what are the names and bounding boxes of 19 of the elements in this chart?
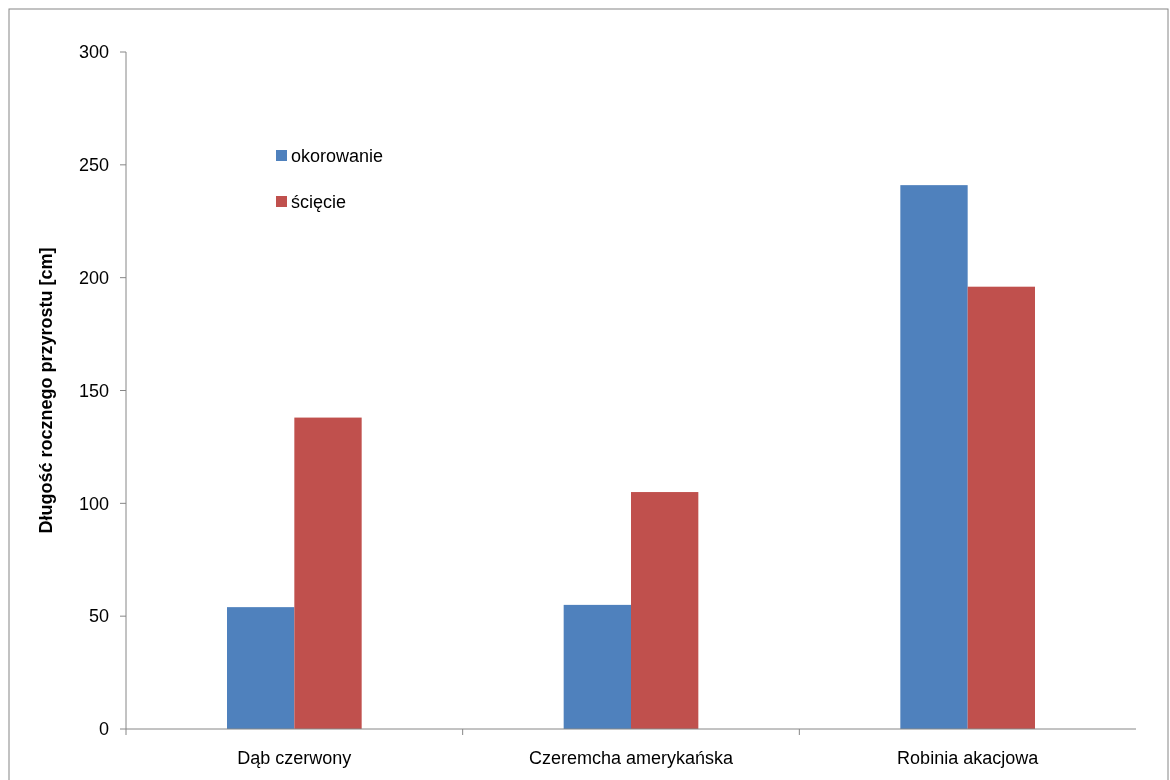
y-tick-label: 0 bbox=[98, 719, 109, 740]
bar bbox=[631, 492, 699, 729]
bar bbox=[563, 604, 631, 729]
y-tick-label: 150 bbox=[78, 380, 109, 401]
bar bbox=[294, 417, 362, 729]
x-tick-label: Czeremcha amerykańska bbox=[528, 748, 735, 768]
legend-label: okorowanie bbox=[291, 146, 384, 167]
bar bbox=[967, 286, 1035, 729]
y-tick-label: 300 bbox=[78, 42, 109, 63]
x-tick-label: Robinia akacjowa bbox=[897, 748, 1040, 768]
y-tick-label: 50 bbox=[88, 606, 109, 627]
y-axis-title: Długość rocznego przyrostu [cm] bbox=[36, 247, 56, 534]
x-tick-label: Dąb czerwony bbox=[237, 748, 352, 768]
y-tick-label: 100 bbox=[78, 493, 109, 514]
bar bbox=[227, 607, 295, 729]
legend-label: ścięcie bbox=[291, 192, 347, 213]
bar bbox=[900, 185, 968, 729]
y-tick-label: 200 bbox=[78, 267, 109, 288]
y-tick-label: 250 bbox=[78, 155, 109, 176]
